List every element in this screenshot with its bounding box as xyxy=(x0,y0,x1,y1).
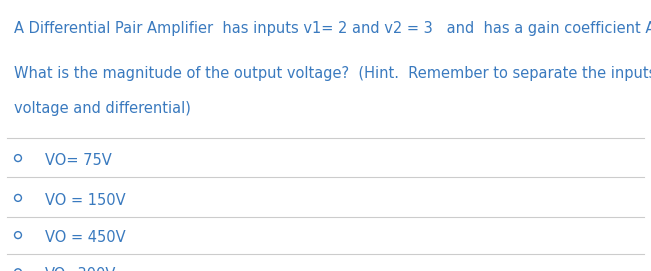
Text: voltage and differential): voltage and differential) xyxy=(14,101,191,116)
Text: A Differential Pair Amplifier  has inputs v1= 2 and v2 = 3   and  has a gain coe: A Differential Pair Amplifier has inputs… xyxy=(14,21,651,36)
Text: VO = 450V: VO = 450V xyxy=(45,230,126,245)
Text: VO=300V: VO=300V xyxy=(45,267,116,271)
Text: What is the magnitude of the output voltage?  (Hint.  Remember to separate the i: What is the magnitude of the output volt… xyxy=(14,66,651,82)
Text: VO = 150V: VO = 150V xyxy=(45,193,126,208)
Text: VO= 75V: VO= 75V xyxy=(45,153,111,168)
